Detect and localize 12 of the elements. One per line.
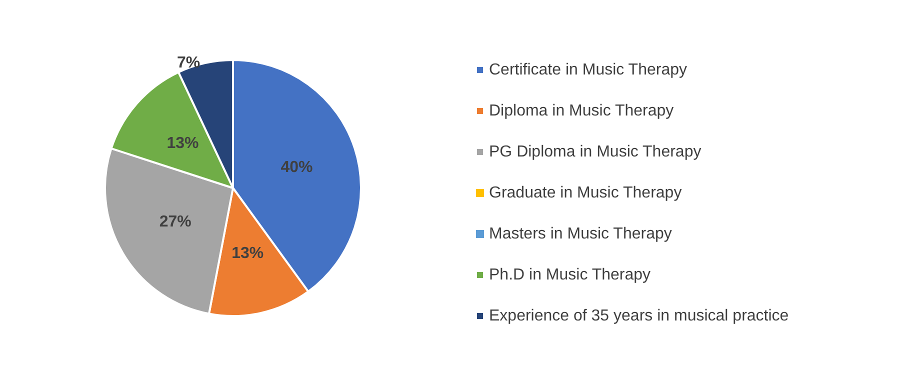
data-label: 7% [176, 54, 200, 72]
legend-label: PG Diploma in Music Therapy [489, 144, 702, 160]
legend-label: Certificate in Music Therapy [489, 62, 687, 78]
legend-label: Diploma in Music Therapy [489, 102, 674, 120]
legend-label: Masters in Music Therapy [489, 226, 672, 242]
data-label: 40% [280, 158, 313, 176]
data-label: 13% [166, 135, 199, 152]
legend-label: Graduate in Music Therapy [489, 184, 682, 202]
data-label: 13% [232, 244, 264, 262]
legend-label: Ph.D in Music Therapy [489, 266, 651, 284]
data-label: 27% [159, 214, 192, 231]
legend-label: Experience of 35 years in musical practice [489, 308, 789, 324]
